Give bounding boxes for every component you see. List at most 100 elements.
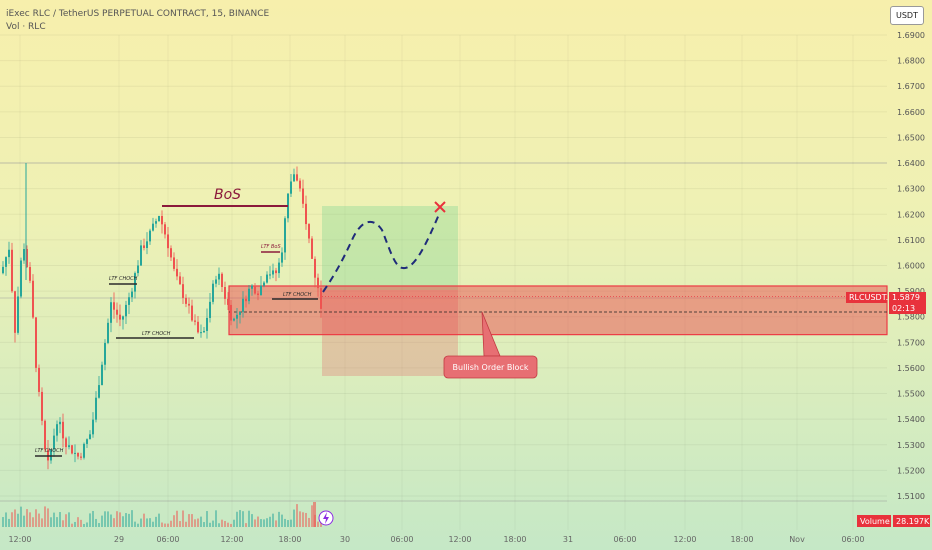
volume-bar <box>245 523 247 527</box>
currency-button[interactable]: USDT <box>890 6 924 25</box>
candle-body <box>179 276 181 285</box>
time-tick-label: 12:00 <box>220 535 243 544</box>
candle-body <box>5 257 7 267</box>
candle-body <box>131 291 133 298</box>
candle-body <box>113 302 115 310</box>
volume-bar <box>26 509 28 527</box>
volume-bar <box>131 510 133 527</box>
time-tick-label: 18:00 <box>503 535 526 544</box>
volume-bar <box>53 512 55 527</box>
volume-bar <box>224 520 226 527</box>
volume-bar <box>251 514 253 527</box>
candle-body <box>173 257 175 269</box>
candle-body <box>176 268 178 277</box>
candle-body <box>200 332 202 334</box>
volume-bar <box>95 518 97 527</box>
volume-bar <box>89 513 91 527</box>
bar-countdown-tag: 02:13 <box>889 303 926 314</box>
volume-label-tag: Volume <box>857 515 891 527</box>
price-tick-label: 1.5700 <box>897 338 925 347</box>
candle-body <box>221 273 223 287</box>
candle-body <box>77 452 79 457</box>
ltf-choch-label-1: LTF CHOCH <box>109 276 138 282</box>
candle-body <box>56 424 58 436</box>
time-tick-label: 18:00 <box>730 535 753 544</box>
candle-body <box>263 282 265 286</box>
time-tick-label: 12:00 <box>8 535 31 544</box>
volume-bar <box>116 511 118 527</box>
time-tick-label: Nov <box>789 535 805 544</box>
volume-bar <box>47 508 49 527</box>
symbol-price-tag: RLCUSDT.P <box>846 292 893 303</box>
candle-body <box>197 321 199 333</box>
candle-body <box>215 279 217 284</box>
volume-bar <box>215 510 217 527</box>
volume-bar <box>149 518 151 527</box>
time-tick-label: 12:00 <box>673 535 696 544</box>
candle-body <box>206 317 208 331</box>
price-axis: 1.6900 1.6800 1.6700 1.6600 1.6500 1.6400 1.63… <box>897 31 925 501</box>
volume-bar <box>305 512 307 527</box>
candle-body <box>164 224 166 235</box>
candle-body <box>146 241 148 248</box>
candle-body <box>317 277 319 289</box>
volume-bar <box>107 511 109 527</box>
candle-body <box>248 288 250 302</box>
volume-bar <box>14 509 16 527</box>
volume-bar <box>233 519 235 527</box>
volume-bar <box>203 522 205 527</box>
candle-body <box>116 309 118 315</box>
candle-body <box>29 267 31 281</box>
volume-bar <box>8 518 10 527</box>
candle-body <box>311 238 313 259</box>
volume-bar <box>71 523 73 527</box>
candle-body <box>20 260 22 297</box>
candle-body <box>185 297 187 304</box>
candle-body <box>35 317 37 368</box>
volume-bar <box>272 513 274 527</box>
volume-bar <box>179 521 181 527</box>
volume-bar <box>242 511 244 527</box>
candle-body <box>26 249 28 268</box>
volume-bar <box>68 512 70 527</box>
volume-bar <box>275 520 277 527</box>
bos-label: BoS <box>214 187 241 203</box>
candle-body <box>242 298 244 312</box>
volume-bar <box>173 515 175 527</box>
candle-body <box>257 293 259 296</box>
candle-body <box>2 266 4 274</box>
candle-body <box>182 284 184 298</box>
candle-body <box>95 397 97 420</box>
zone-layer <box>228 206 888 376</box>
price-tick-label: 1.5600 <box>897 364 925 373</box>
volume-bar <box>164 523 166 527</box>
volume-bar <box>86 522 88 527</box>
candle-body <box>191 305 193 321</box>
candle-body <box>194 320 196 322</box>
bullish-order-block <box>228 285 888 336</box>
volume-bar <box>218 523 220 527</box>
candle-body <box>254 285 256 294</box>
volume-bar <box>302 512 304 527</box>
volume-bar <box>221 519 223 527</box>
price-tick-label: 1.5500 <box>897 390 925 399</box>
candle-body <box>149 230 151 242</box>
volume-bar <box>209 522 211 527</box>
volume-bar <box>167 523 169 527</box>
volume-bar <box>269 516 271 527</box>
candle-body <box>284 218 286 253</box>
volume-bar <box>182 510 184 527</box>
candle-body <box>65 438 67 448</box>
candle-body <box>107 322 109 343</box>
price-tick-label: 1.6900 <box>897 31 925 40</box>
candle-body <box>92 419 94 435</box>
candle-body <box>302 188 304 204</box>
price-tick-label: 1.6500 <box>897 133 925 142</box>
volume-bar <box>239 510 241 527</box>
volume-bar <box>101 515 103 527</box>
candle-body <box>269 274 271 276</box>
volume-bar <box>176 510 178 527</box>
target-x-icon <box>434 201 446 213</box>
